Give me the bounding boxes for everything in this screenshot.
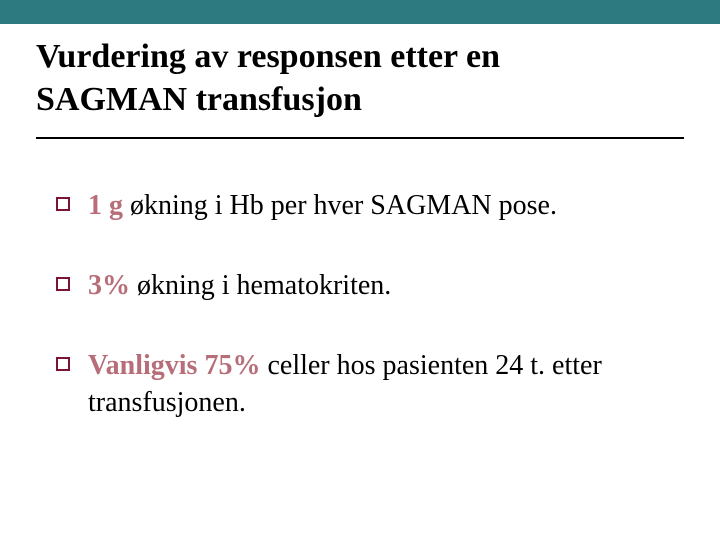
list-item: Vanligvis 75% celler hos pasienten 24 t.… [56, 347, 676, 423]
bullet-rest: økning i Hb per hver SAGMAN pose. [123, 190, 557, 221]
bullet-text: 3% økning i hematokriten. [88, 267, 391, 305]
bullet-emphasis: 1 g [88, 190, 123, 221]
list-item: 1 g økning i Hb per hver SAGMAN pose. [56, 187, 676, 225]
title-block: Vurdering av responsen etter en SAGMAN t… [0, 24, 720, 129]
bullet-text: 1 g økning i Hb per hver SAGMAN pose. [88, 187, 557, 225]
slide-title: Vurdering av responsen etter en SAGMAN t… [36, 36, 684, 121]
square-bullet-icon [56, 277, 70, 291]
bullet-rest: økning i hematokriten. [130, 270, 391, 301]
bullet-list: 1 g økning i Hb per hver SAGMAN pose. 3%… [0, 139, 720, 422]
bullet-text: Vanligvis 75% celler hos pasienten 24 t.… [88, 347, 676, 423]
bullet-emphasis: 3% [88, 270, 130, 301]
bullet-emphasis: Vanligvis 75% [88, 350, 260, 381]
title-line-2: SAGMAN transfusjon [36, 81, 362, 118]
top-accent-bar [0, 0, 720, 24]
list-item: 3% økning i hematokriten. [56, 267, 676, 305]
square-bullet-icon [56, 197, 70, 211]
square-bullet-icon [56, 357, 70, 371]
title-line-1: Vurdering av responsen etter en [36, 38, 500, 75]
